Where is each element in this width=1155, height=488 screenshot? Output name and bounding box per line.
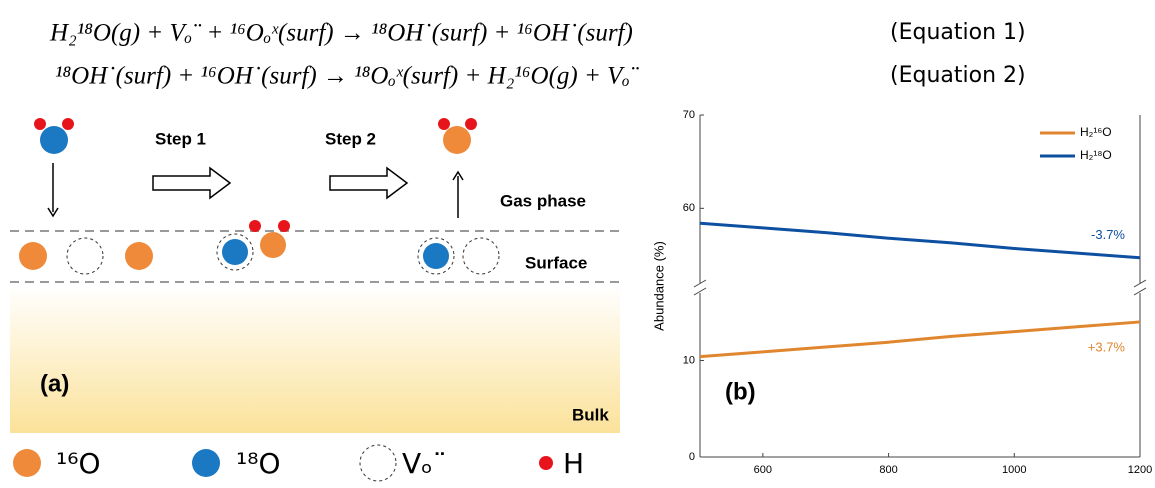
axis-break-gap — [693, 284, 707, 292]
o16-atom — [443, 126, 471, 154]
o16-atom — [19, 242, 47, 270]
equation: ¹⁸OH˙(surf) + ¹⁶OH˙(surf) → ¹⁸Oₒˣ(surf) … — [55, 63, 639, 90]
x-tick-label: 600 — [754, 464, 772, 476]
equation-label: (Equation 2) — [890, 63, 1026, 88]
step-arrow — [330, 168, 407, 198]
o18-atom — [423, 243, 449, 269]
step-arrow — [153, 168, 230, 198]
step-label: Step 1 — [155, 129, 206, 148]
legend-label: H₂¹⁸O — [1080, 148, 1112, 162]
panel-label: (a) — [40, 370, 69, 397]
y-tick-label: 70 — [683, 109, 695, 121]
schematic: Step 1 Step 2 Gas phase Surface (a) Bulk… — [10, 118, 620, 481]
o16-atom — [125, 242, 153, 270]
step-label: Step 2 — [325, 129, 376, 148]
axis-break-gap — [1133, 284, 1147, 292]
y-tick-label: 60 — [683, 202, 695, 214]
series-line — [700, 322, 1140, 357]
equation-label: (Equation 1) — [890, 20, 1026, 45]
legend-icon — [192, 449, 220, 477]
region-label: Bulk — [572, 405, 609, 424]
region-label: Surface — [525, 253, 587, 272]
h-atom — [249, 220, 261, 232]
o18-atom — [222, 239, 248, 265]
legend-label: H — [563, 447, 584, 480]
x-tick-label: 1000 — [1002, 464, 1026, 476]
h-atom — [278, 220, 290, 232]
equation: H₂¹⁸O(g) + Vₒ¨ + ¹⁶Oₒˣ(surf) → ¹⁸OH˙(sur… — [49, 20, 633, 47]
o16-atom — [260, 232, 286, 258]
legend-label: H₂¹⁶O — [1080, 125, 1112, 139]
legend-label: Vₒ¨ — [402, 447, 447, 480]
vacancy — [463, 238, 499, 274]
h-atom — [62, 118, 74, 130]
h-atom — [34, 118, 46, 130]
annotation: -3.7% — [1091, 227, 1125, 242]
y-tick-label: 0 — [689, 451, 695, 463]
bulk-region — [10, 285, 620, 433]
panel-label: (b) — [725, 378, 756, 405]
figure: H₂¹⁸O(g) + Vₒ¨ + ¹⁶Oₒˣ(surf) → ¹⁸OH˙(sur… — [0, 0, 1155, 488]
legend-icon — [360, 445, 396, 481]
region-label: Gas phase — [500, 191, 586, 210]
annotation: +3.7% — [1088, 339, 1126, 354]
page: H₂¹⁸O(g) + Vₒ¨ + ¹⁶Oₒˣ(surf) → ¹⁸OH˙(sur… — [0, 0, 1155, 488]
series-line — [700, 223, 1140, 258]
h-atom — [465, 118, 477, 130]
y-axis-label: Abundance (%) — [651, 241, 666, 331]
vacancy — [67, 238, 103, 274]
x-tick-label: 800 — [879, 464, 897, 476]
x-tick-label: 1200 — [1128, 464, 1152, 476]
y-tick-label: 10 — [683, 354, 695, 366]
legend-label: ¹⁶O — [56, 447, 101, 480]
o18-atom — [40, 126, 68, 154]
h-atom — [438, 118, 450, 130]
legend-icon — [539, 456, 553, 470]
legend-icon — [13, 449, 41, 477]
legend-label: ¹⁸O — [236, 447, 281, 480]
